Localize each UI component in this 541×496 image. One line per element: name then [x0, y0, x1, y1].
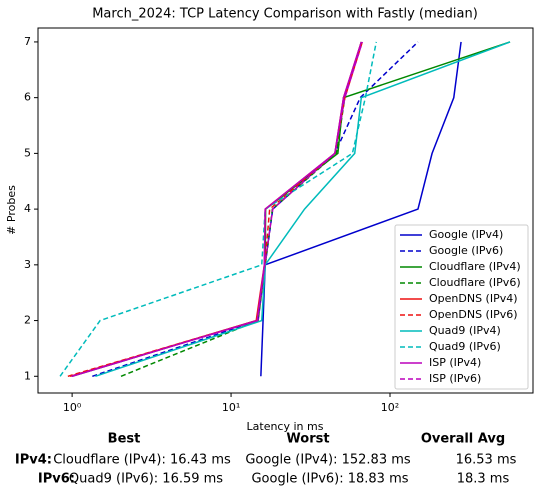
legend-label: Google (IPv4) [429, 228, 503, 241]
y-tick-label: 6 [24, 91, 31, 104]
legend-label: Cloudflare (IPv4) [429, 260, 521, 273]
table-header: Best [108, 432, 141, 447]
x-axis-label: Latency in ms [247, 420, 324, 433]
y-tick-label: 2 [24, 314, 31, 327]
legend-label: Google (IPv6) [429, 244, 503, 257]
table-cell: Quad9 (IPv6): 16.59 ms [69, 472, 223, 487]
series-line [69, 41, 363, 378]
y-tick-label: 4 [24, 202, 31, 215]
table-header: Worst [286, 432, 329, 447]
series-line [71, 41, 363, 378]
table-cell: Google (IPv4): 152.83 ms [245, 453, 411, 468]
legend-label: OpenDNS (IPv4) [429, 292, 518, 305]
legend-label: OpenDNS (IPv6) [429, 308, 518, 321]
legend-label: Quad9 (IPv4) [429, 324, 501, 337]
x-tick-label: 10² [381, 401, 399, 414]
table-cell: Google (IPv6): 18.83 ms [251, 472, 408, 487]
series-line [95, 41, 511, 377]
legend-label: Cloudflare (IPv6) [429, 276, 521, 289]
series-line [92, 41, 419, 377]
y-axis-label: # Probes [5, 185, 18, 235]
plot-frame [37, 27, 534, 394]
series-line [67, 41, 364, 378]
chart-title: March_2024: TCP Latency Comparison with … [92, 7, 478, 22]
series-line [59, 41, 378, 377]
y-tick-label: 5 [24, 146, 31, 159]
table-cell: 16.53 ms [456, 453, 517, 468]
table-cell: 18.3 ms [457, 472, 510, 487]
series-line [71, 41, 364, 378]
x-tick-label: 10⁰ [63, 401, 82, 414]
legend-label: Quad9 (IPv6) [429, 340, 501, 353]
legend-box [394, 224, 529, 390]
table-cell: Cloudflare (IPv4): 16.43 ms [53, 453, 231, 468]
x-tick-label: 10¹ [222, 401, 240, 414]
y-tick-label: 1 [24, 369, 31, 382]
legend-label: ISP (IPv6) [429, 372, 481, 385]
y-tick-label: 7 [24, 35, 31, 48]
row-label: IPv4: [15, 453, 52, 468]
legend-label: ISP (IPv4) [429, 356, 481, 369]
y-tick-label: 3 [24, 258, 31, 271]
table-header: Overall Avg [421, 432, 505, 447]
row-label: IPv6: [38, 472, 75, 487]
series-line [260, 41, 462, 377]
